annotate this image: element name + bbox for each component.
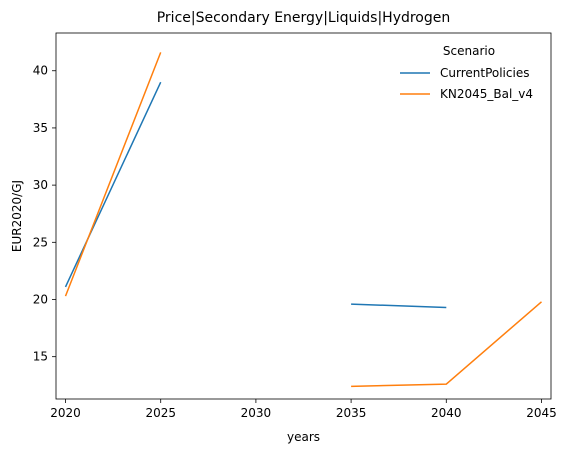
x-tick-label: 2045 bbox=[526, 406, 557, 420]
series-line-kn2045-bal-v4 bbox=[64, 52, 162, 297]
legend-label-kn2045-bal-v4: KN2045_Bal_v4 bbox=[440, 87, 533, 101]
x-axis-label: years bbox=[287, 430, 320, 444]
legend: Scenario CurrentPolicies KN2045_Bal_v4 bbox=[400, 44, 533, 101]
series-lines bbox=[64, 52, 542, 388]
series-line-currentpolicies bbox=[351, 303, 447, 309]
x-axis: 2020 2025 2030 2035 2040 2045 bbox=[50, 399, 557, 420]
legend-title: Scenario bbox=[443, 44, 495, 58]
y-tick-label: 15 bbox=[33, 350, 48, 364]
y-tick-label: 25 bbox=[33, 235, 48, 249]
x-tick-label: 2020 bbox=[50, 406, 81, 420]
plot-frame bbox=[55, 32, 552, 400]
x-tick-label: 2025 bbox=[145, 406, 176, 420]
y-tick-label: 35 bbox=[33, 121, 48, 135]
y-axis-label: EUR2020/GJ bbox=[10, 180, 24, 252]
y-tick-label: 30 bbox=[33, 178, 48, 192]
y-tick-label: 40 bbox=[33, 64, 48, 78]
series-line-currentpolicies bbox=[64, 81, 162, 288]
chart-title: Price|Secondary Energy|Liquids|Hydrogen bbox=[157, 10, 451, 26]
y-tick-label: 20 bbox=[33, 292, 48, 306]
series-line-kn2045-bal-v4 bbox=[351, 301, 542, 388]
x-tick-label: 2040 bbox=[431, 406, 462, 420]
x-tick-label: 2030 bbox=[241, 406, 272, 420]
legend-label-currentpolicies: CurrentPolicies bbox=[440, 66, 529, 80]
x-tick-label: 2035 bbox=[336, 406, 367, 420]
y-axis: 15 20 25 30 35 40 bbox=[33, 64, 56, 364]
